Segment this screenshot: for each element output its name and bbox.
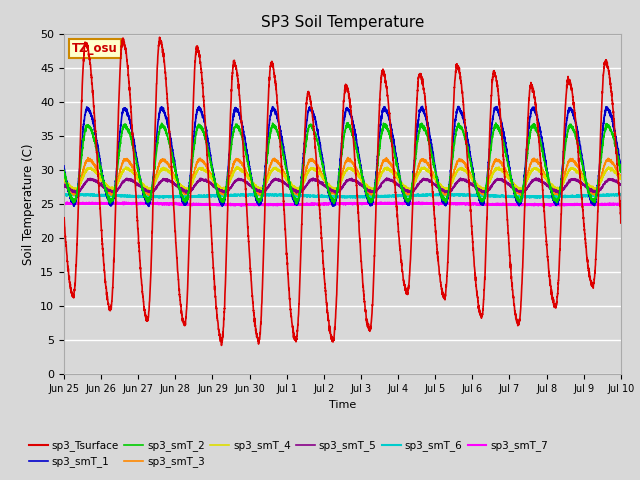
Legend: sp3_Tsurface, sp3_smT_1, sp3_smT_2, sp3_smT_3, sp3_smT_4, sp3_smT_5, sp3_smT_6, : sp3_Tsurface, sp3_smT_1, sp3_smT_2, sp3_… [25, 436, 552, 471]
X-axis label: Time: Time [329, 400, 356, 409]
Text: TZ_osu: TZ_osu [72, 42, 118, 55]
Title: SP3 Soil Temperature: SP3 Soil Temperature [260, 15, 424, 30]
Y-axis label: Soil Temperature (C): Soil Temperature (C) [22, 143, 35, 265]
